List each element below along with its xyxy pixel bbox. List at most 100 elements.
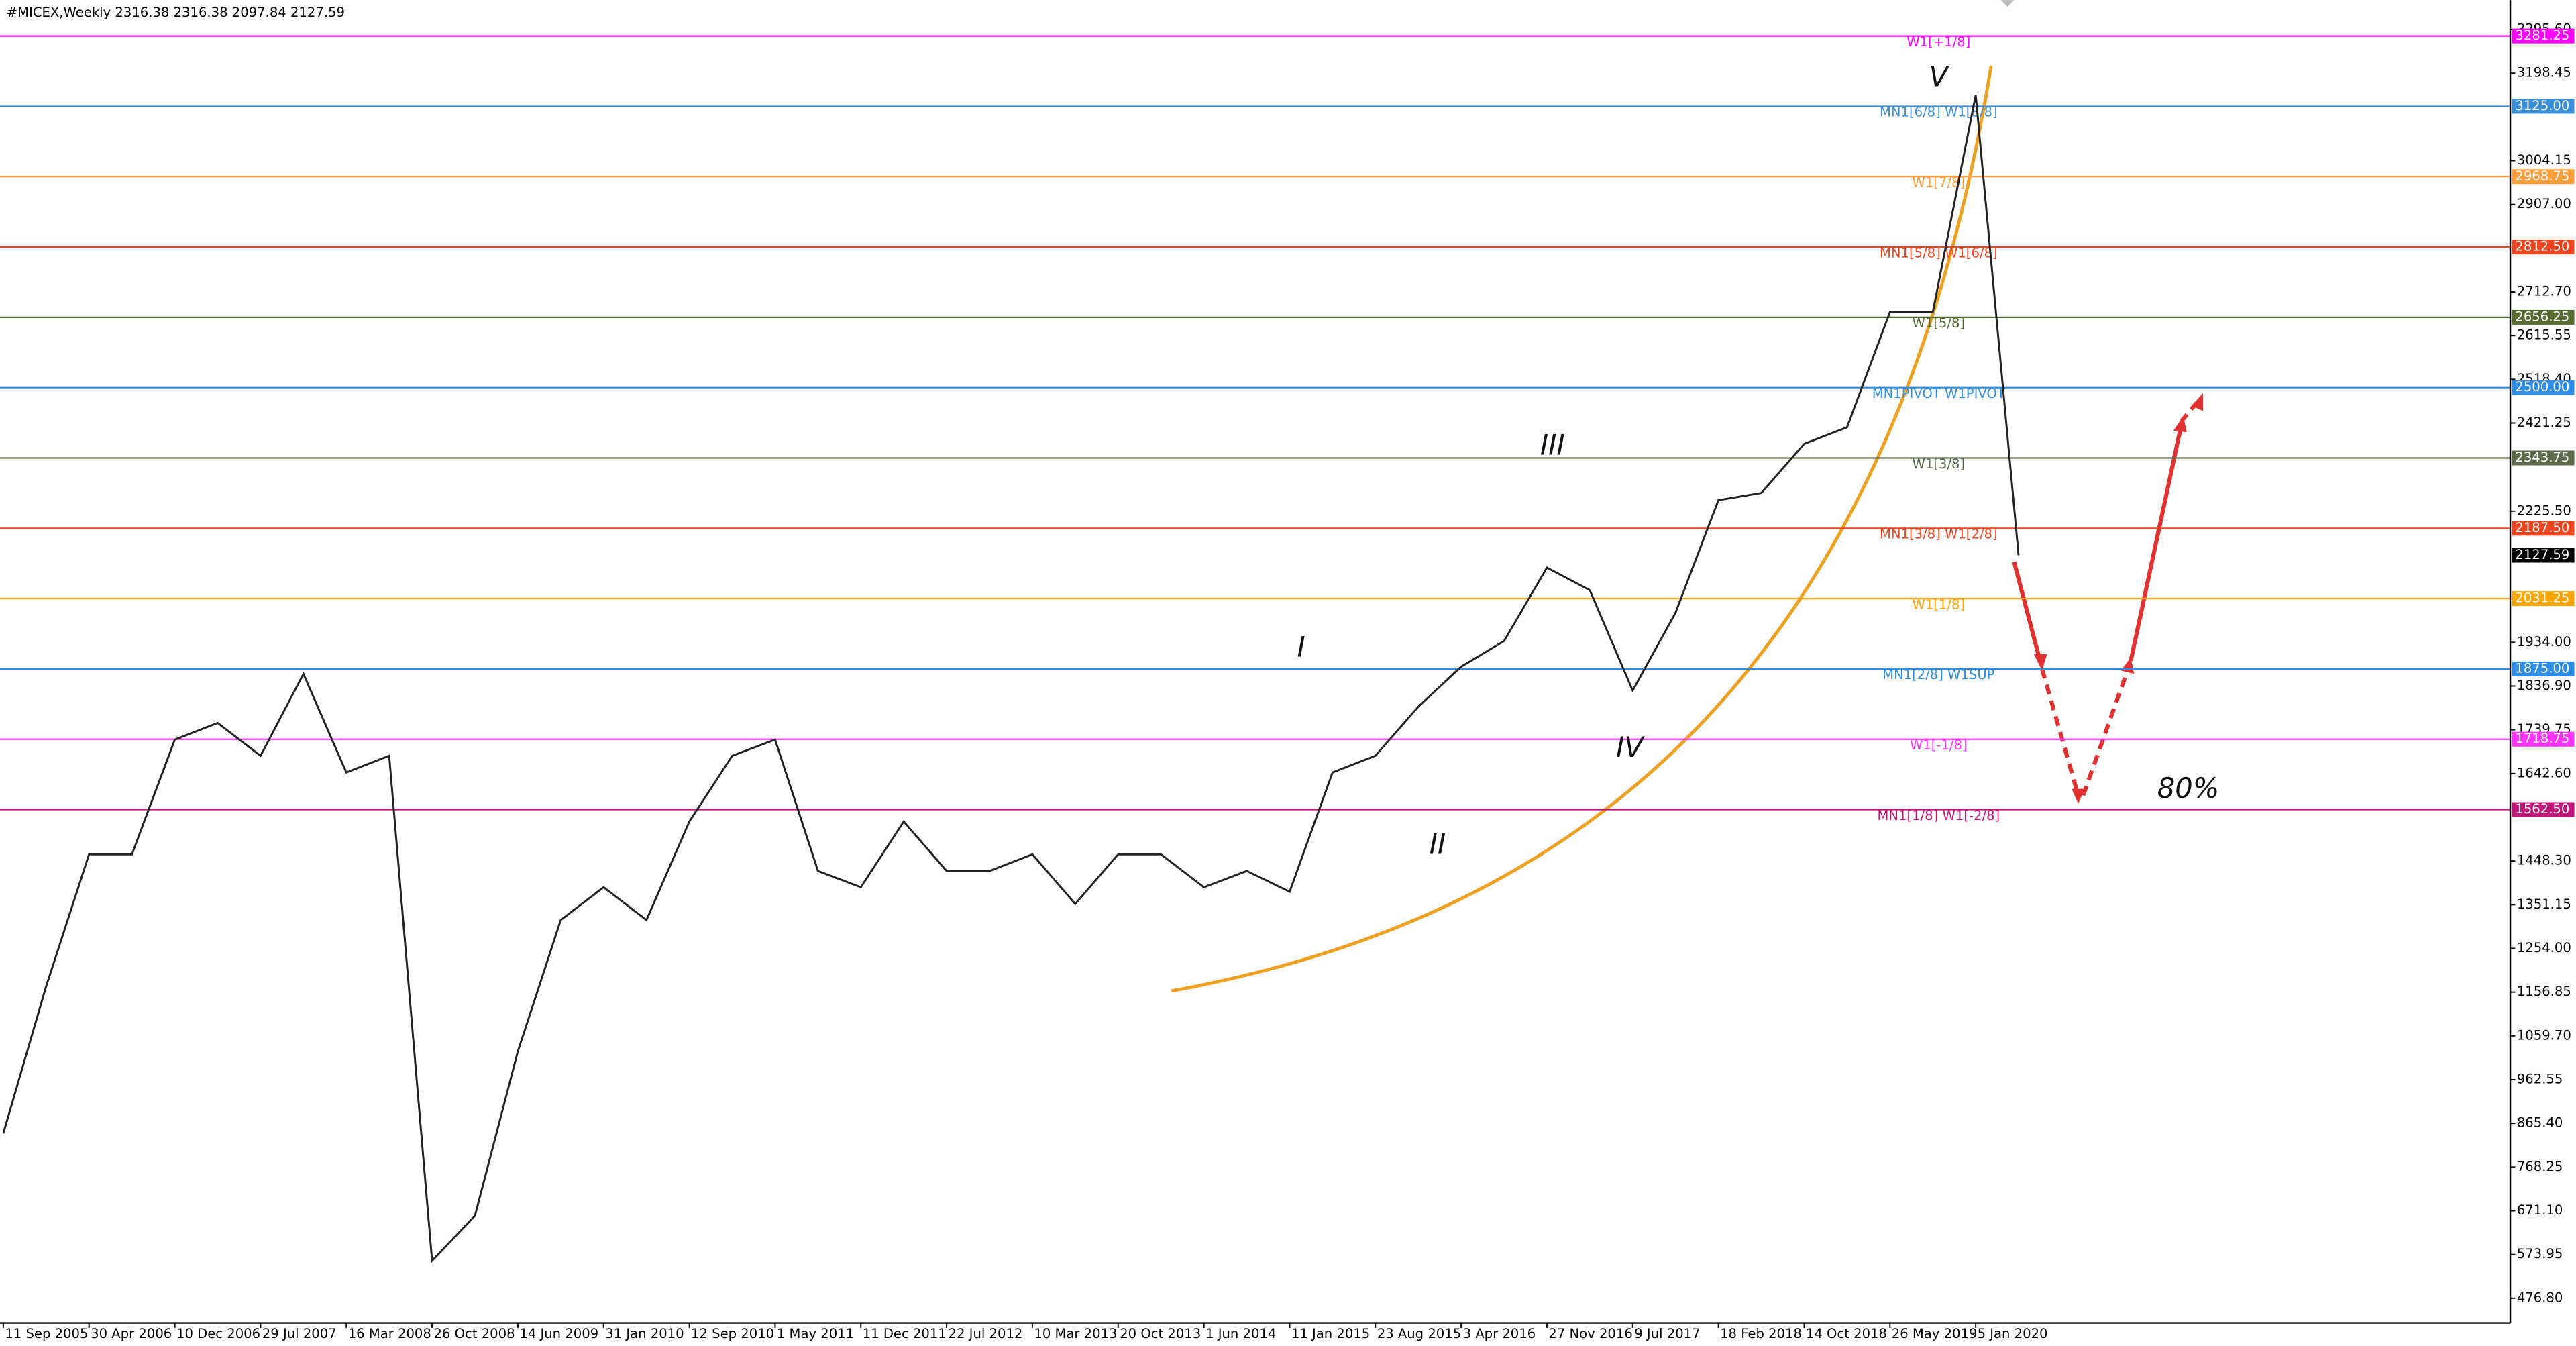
level-label: MN1[5/8] W1[6/8] — [1880, 245, 1998, 260]
x-tick-label: 27 Nov 2016 — [1548, 1326, 1632, 1341]
wave-label: IV — [1616, 731, 1645, 764]
y-tick-label: 476.80 — [2517, 1290, 2563, 1305]
level-label: W1[5/8] — [1912, 315, 1965, 331]
level-tag-label: 1718.75 — [2515, 731, 2569, 746]
level-tag-label: 2968.75 — [2515, 168, 2569, 184]
level-label: MN1[2/8] W1SUP — [1882, 667, 1995, 682]
x-tick-label: 30 Apr 2006 — [91, 1326, 172, 1341]
y-tick-label: 768.25 — [2517, 1159, 2563, 1174]
level-tag-label: 3125.00 — [2515, 98, 2569, 113]
arrow-head — [2191, 393, 2204, 411]
level-tag-label: 2343.75 — [2515, 450, 2569, 465]
x-tick-label: 14 Jun 2009 — [519, 1326, 598, 1341]
level-tag — [2512, 309, 2575, 325]
last-price-label: 2127.59 — [2515, 547, 2569, 562]
price-line — [2, 95, 2020, 1263]
drawings — [1171, 0, 2204, 993]
y-tick-label: 1934.00 — [2517, 634, 2571, 650]
x-tick-label: 23 Aug 2015 — [1377, 1326, 1461, 1341]
x-tick-label: 14 Oct 2018 — [1806, 1326, 1887, 1341]
chart-title: #MICEX,Weekly 2316.38 2316.38 2097.84 21… — [7, 5, 345, 20]
arrow-up-dashed — [2081, 670, 2130, 796]
x-tick-label: 10 Mar 2013 — [1034, 1326, 1117, 1341]
arrow-head — [2174, 415, 2187, 433]
x-tick-label: 9 Jul 2017 — [1634, 1326, 1700, 1341]
level-tag — [2512, 169, 2575, 185]
level-tag-label: 2812.50 — [2515, 239, 2569, 254]
y-tick-label: 2907.00 — [2517, 196, 2571, 211]
level-label: MN1[1/8] W1[-2/8] — [1877, 808, 2000, 823]
x-tick-label: 18 Feb 2018 — [1720, 1326, 1802, 1341]
x-tick-label: 11 Jan 2015 — [1291, 1326, 1370, 1341]
x-tick-label: 22 Jul 2012 — [949, 1326, 1023, 1341]
level-tag — [2512, 731, 2575, 747]
y-tick-label: 3198.45 — [2517, 65, 2571, 81]
level-tag — [2512, 450, 2575, 466]
level-label: MN1[3/8] W1[2/8] — [1880, 527, 1998, 542]
arrow-down — [2012, 561, 2043, 663]
y-tick-label: 962.55 — [2517, 1071, 2563, 1086]
level-label: MN1PIVOT W1PIVOT — [1872, 386, 2006, 401]
wave-label: 80% — [2157, 772, 2220, 805]
y-tick-label: 1156.85 — [2517, 984, 2571, 999]
x-tick-label: 5 Jan 2020 — [1978, 1326, 2048, 1341]
y-tick-label: 3004.15 — [2517, 152, 2571, 168]
x-tick-label: 29 Jul 2007 — [262, 1326, 337, 1341]
level-tag — [2512, 521, 2575, 536]
wave-label: II — [1430, 827, 1446, 860]
level-tag — [2512, 28, 2575, 44]
wave-label: III — [1540, 428, 1565, 461]
x-tick-label: 26 Oct 2008 — [434, 1326, 515, 1341]
arrow-down-dashed — [2040, 668, 2080, 796]
shift-marker — [2000, 0, 2015, 7]
x-tick-label: 31 Jan 2010 — [605, 1326, 684, 1341]
level-tag-label: 2656.25 — [2515, 309, 2569, 324]
level-label: W1[1/8] — [1912, 597, 1965, 612]
level-tag-label: 1875.00 — [2515, 660, 2569, 676]
level-tag-label: 2187.50 — [2515, 520, 2569, 535]
y-tick-label: 865.40 — [2517, 1115, 2563, 1131]
arrow-head — [2033, 654, 2047, 671]
arrow-head — [2072, 788, 2085, 804]
x-tick-label: 20 Oct 2013 — [1120, 1326, 1201, 1341]
arrow-up — [2129, 430, 2182, 662]
arrow-head — [2121, 657, 2135, 674]
y-tick-label: 1059.70 — [2517, 1027, 2571, 1043]
x-tick-label: 11 Sep 2005 — [5, 1326, 88, 1341]
y-tick-label: 573.95 — [2517, 1246, 2563, 1261]
y-tick-label: 1642.60 — [2517, 765, 2571, 780]
level-label: W1[3/8] — [1912, 456, 1965, 472]
last-price-tag — [2512, 548, 2575, 563]
y-tick-label: 671.10 — [2517, 1202, 2563, 1218]
x-tick-label: 10 Dec 2006 — [176, 1326, 260, 1341]
x-tick-label: 1 May 2011 — [777, 1326, 854, 1341]
level-label: MN1[6/8] W1[8/8] — [1880, 105, 1998, 120]
y-tick-label: 2421.25 — [2517, 415, 2571, 430]
y-tick-label: 1448.30 — [2517, 853, 2571, 868]
level-tag-label: 3281.25 — [2515, 28, 2569, 43]
wave-label: I — [1297, 630, 1305, 663]
y-tick-label: 2712.70 — [2517, 284, 2571, 299]
level-tag — [2512, 240, 2575, 255]
level-tag — [2512, 591, 2575, 607]
y-tick-label: 1836.90 — [2517, 678, 2571, 693]
level-tag — [2512, 380, 2575, 395]
level-tag-label: 2500.00 — [2515, 379, 2569, 395]
x-tick-label: 1 Jun 2014 — [1205, 1326, 1276, 1341]
wave-label: V — [1929, 60, 1950, 93]
level-label: W1[7/8] — [1912, 175, 1965, 191]
level-tag — [2512, 99, 2575, 114]
level-tag-label: 1562.50 — [2515, 801, 2569, 817]
growth-curve — [1171, 65, 1993, 993]
forecast-arrows — [2012, 399, 2200, 796]
x-tick-label: 26 May 2019 — [1892, 1326, 1978, 1341]
x-tick-label: 12 Sep 2010 — [691, 1326, 774, 1341]
x-tick-label: 3 Apr 2016 — [1463, 1326, 1536, 1341]
x-tick-label: 11 Dec 2011 — [863, 1326, 947, 1341]
y-tick-label: 1254.00 — [2517, 940, 2571, 955]
level-tag-label: 2031.25 — [2515, 590, 2569, 606]
arrow-heads — [2033, 393, 2204, 804]
